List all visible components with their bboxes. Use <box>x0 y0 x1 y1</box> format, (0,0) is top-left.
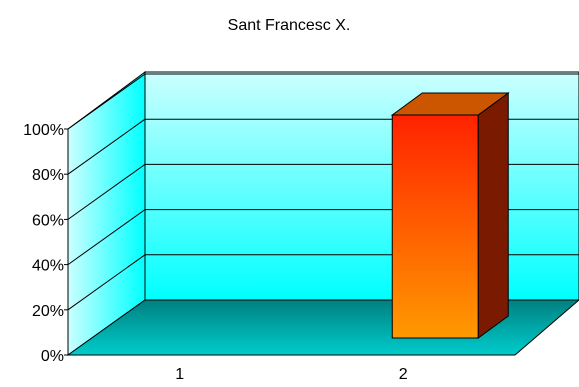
bar-2 <box>390 92 510 339</box>
y-tick-label: 40% <box>32 258 64 275</box>
gridline-side <box>67 118 146 175</box>
y-tick-label: 20% <box>32 303 64 320</box>
bars <box>390 92 510 339</box>
y-tick-label: 60% <box>32 212 64 229</box>
gridline-side <box>67 73 146 130</box>
back-wall <box>144 71 579 301</box>
bar-top-face <box>390 92 510 116</box>
bar-front-face <box>391 114 479 339</box>
gridline-side <box>67 254 146 311</box>
gridline-side <box>67 163 146 220</box>
y-tick-label: 100% <box>23 122 64 139</box>
bar-side-face <box>477 92 509 339</box>
x-tick-label: 2 <box>399 366 408 382</box>
gridline-side <box>67 209 146 266</box>
x-tick-label: 1 <box>175 366 184 382</box>
axes <box>67 129 515 356</box>
y-tick-label: 0% <box>41 348 64 365</box>
y-tick-label: 80% <box>32 167 64 184</box>
chart-title: Sant Francesc X. <box>228 17 351 34</box>
y-axis-ticks: 0% 20% 40% 60% 80% 100% <box>23 122 68 365</box>
